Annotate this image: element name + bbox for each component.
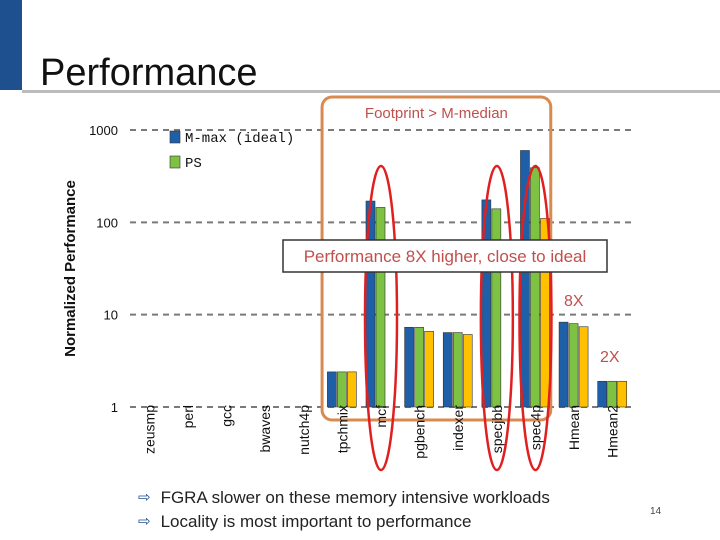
bullet-item: ⇨ FGRA slower on these memory intensive … — [138, 486, 550, 510]
title-accent-bar — [0, 0, 22, 90]
bar — [404, 326, 414, 408]
footprint-box-label: Footprint > M-median — [365, 105, 508, 122]
x-tick-label: indexer — [450, 405, 466, 451]
label-8x: 8X — [564, 293, 584, 310]
highlight-ellipse — [518, 164, 553, 472]
page-title: Performance — [40, 52, 258, 94]
legend-swatch — [169, 130, 181, 144]
bullet-text: FGRA slower on these memory intensive wo… — [160, 488, 550, 507]
x-tick-label: pgbench — [412, 405, 428, 459]
bar — [327, 371, 337, 408]
arrow-bullet-icon: ⇨ — [138, 489, 151, 506]
highlight-ellipse — [479, 164, 515, 472]
bar — [337, 371, 347, 408]
highlight-ellipse — [363, 164, 399, 472]
bar — [442, 332, 453, 408]
x-tick-label: Hmean2 — [605, 405, 621, 458]
arrow-bullet-icon: ⇨ — [138, 513, 151, 530]
x-tick-label: gcc — [219, 405, 235, 427]
x-tick-label: mcf — [373, 405, 389, 428]
bar — [491, 208, 502, 408]
bullet-list: ⇨ FGRA slower on these memory intensive … — [138, 486, 550, 534]
y-tick-label: 100 — [96, 215, 118, 230]
bar — [578, 326, 589, 408]
bar — [462, 334, 473, 408]
bar — [347, 371, 357, 408]
bar — [597, 380, 607, 408]
x-tick-label: zeusmp — [141, 405, 157, 454]
x-tick-label: specjbb — [489, 405, 505, 453]
bar — [530, 167, 540, 408]
y-tick-label: 1 — [111, 400, 118, 415]
label-2x: 2X — [600, 349, 620, 366]
legend-label: PS — [185, 156, 202, 172]
bar — [617, 380, 627, 408]
bar — [558, 321, 569, 408]
callout-box — [282, 239, 608, 273]
y-axis-label: Normalized Performance — [62, 180, 79, 357]
x-tick-label: Hmean — [566, 405, 582, 450]
bullet-item: ⇨ Locality is most important to performa… — [138, 510, 550, 534]
x-tick-label: perl — [180, 405, 196, 428]
x-tick-label: spec4p — [527, 405, 543, 450]
bar — [540, 218, 550, 408]
bar — [424, 331, 434, 408]
bar — [568, 323, 579, 408]
bar — [375, 207, 386, 408]
bar — [607, 380, 617, 408]
callout-text: Performance 8X higher, close to ideal — [304, 247, 587, 266]
bullet-text: Locality is most important to performanc… — [160, 512, 472, 531]
bar — [414, 326, 424, 408]
x-tick-label: bwaves — [257, 405, 273, 452]
bar — [452, 332, 463, 408]
y-tick-label: 1000 — [89, 123, 118, 138]
page-number: 14 — [650, 506, 662, 517]
legend-label: M-max (ideal) — [185, 131, 294, 147]
x-tick-label: nutch4p — [296, 405, 312, 455]
y-tick-label: 10 — [104, 308, 118, 323]
title-divider — [22, 90, 720, 93]
legend-swatch — [169, 155, 181, 169]
x-tick-label: tpchmix — [334, 405, 350, 453]
